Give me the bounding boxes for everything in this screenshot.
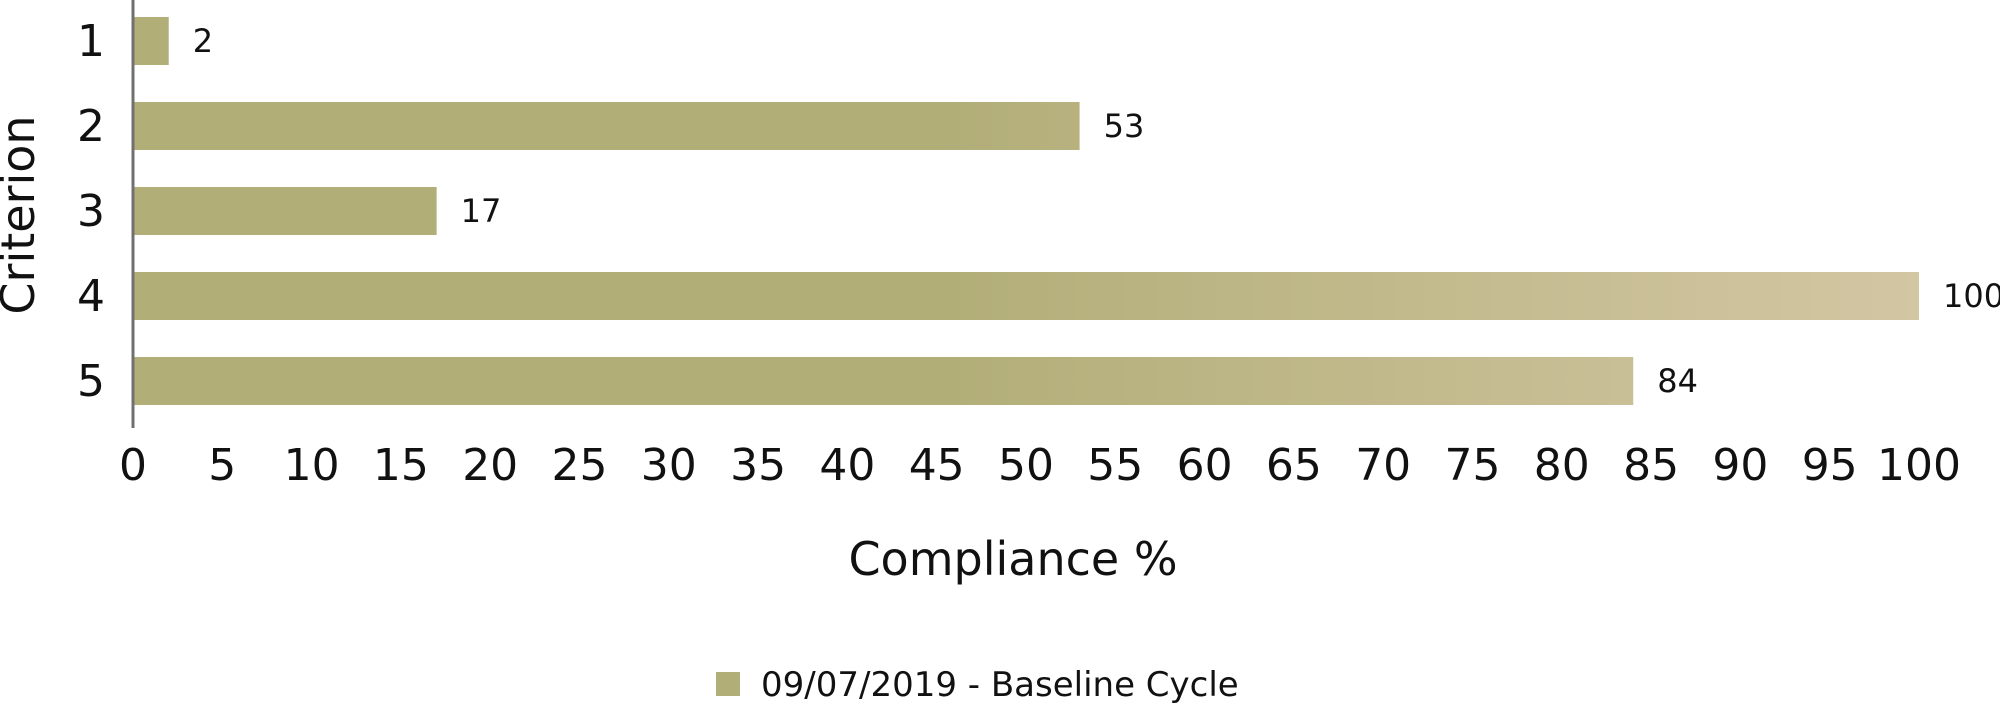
x-tick-label-55: 55 bbox=[1087, 440, 1143, 491]
x-tick-label-45: 45 bbox=[909, 440, 965, 491]
x-tick-label-80: 80 bbox=[1534, 440, 1590, 491]
legend-label: 09/07/2019 - Baseline Cycle bbox=[761, 665, 1239, 705]
x-tick-label-20: 20 bbox=[462, 440, 518, 491]
bar-criterion-2 bbox=[133, 102, 1080, 150]
x-tick-label-70: 70 bbox=[1355, 440, 1411, 491]
legend: 09/07/2019 - Baseline Cycle bbox=[716, 665, 1239, 705]
x-tick-label-90: 90 bbox=[1712, 440, 1768, 491]
x-tick-label-95: 95 bbox=[1802, 440, 1858, 491]
bars-group bbox=[133, 17, 1919, 405]
category-label-5: 5 bbox=[77, 356, 105, 407]
bar-criterion-1 bbox=[133, 17, 169, 65]
legend-swatch bbox=[716, 672, 740, 696]
x-tick-label-85: 85 bbox=[1623, 440, 1679, 491]
value-label-criterion-1: 2 bbox=[193, 22, 213, 60]
bar-criterion-4 bbox=[133, 272, 1919, 320]
x-tick-label-15: 15 bbox=[373, 440, 429, 491]
x-tick-label-5: 5 bbox=[208, 440, 236, 491]
x-tick-label-60: 60 bbox=[1177, 440, 1233, 491]
category-label-1: 1 bbox=[77, 16, 105, 67]
x-tick-label-100: 100 bbox=[1877, 440, 1961, 491]
bar-criterion-5 bbox=[133, 357, 1634, 405]
value-label-criterion-3: 17 bbox=[461, 192, 502, 230]
value-label-criterion-5: 84 bbox=[1657, 362, 1698, 400]
value-label-criterion-4: 100 bbox=[1943, 277, 2000, 315]
x-tick-label-50: 50 bbox=[998, 440, 1054, 491]
category-label-3: 3 bbox=[77, 186, 105, 237]
x-tick-label-25: 25 bbox=[552, 440, 608, 491]
value-labels-group: 2 53 17 100 84 bbox=[193, 22, 2000, 400]
bar-criterion-3 bbox=[133, 187, 437, 235]
x-tick-label-75: 75 bbox=[1445, 440, 1501, 491]
x-tick-label-30: 30 bbox=[641, 440, 697, 491]
x-tick-labels-group: 0 5 10 15 20 25 30 35 40 45 50 55 60 65 70 75 80 85 90 95 10… bbox=[119, 440, 1961, 491]
x-tick-label-65: 65 bbox=[1266, 440, 1322, 491]
category-label-4: 4 bbox=[77, 271, 105, 322]
x-tick-label-40: 40 bbox=[819, 440, 875, 491]
x-axis-title: Compliance % bbox=[848, 532, 1177, 586]
x-tick-label-35: 35 bbox=[730, 440, 786, 491]
y-axis-title: Criterion bbox=[0, 115, 45, 314]
category-labels-group: 1 2 3 4 5 bbox=[77, 16, 105, 407]
value-label-criterion-2: 53 bbox=[1104, 107, 1145, 145]
x-tick-label-0: 0 bbox=[119, 440, 147, 491]
category-label-2: 2 bbox=[77, 101, 105, 152]
x-tick-label-10: 10 bbox=[284, 440, 340, 491]
